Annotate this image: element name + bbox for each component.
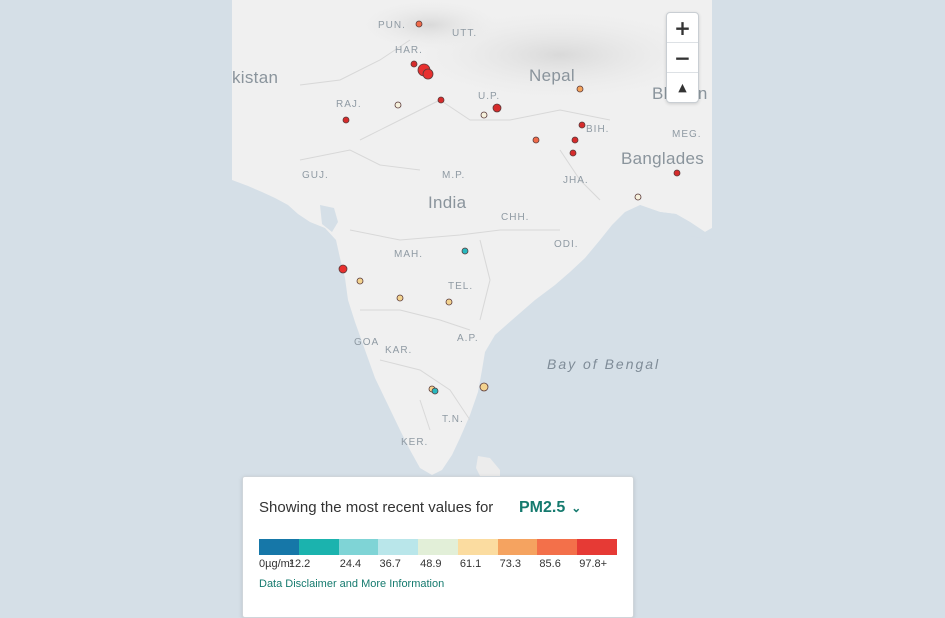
station-marker[interactable] <box>576 85 584 93</box>
legend-scale-label: 0µg/m³ <box>259 558 294 570</box>
legend-swatch <box>338 539 379 555</box>
legend-scale-label: 61.1 <box>459 558 482 570</box>
station-marker[interactable] <box>571 136 579 144</box>
label-odisha: ODI. <box>554 239 579 250</box>
bay-head <box>640 205 712 240</box>
label-tamil-nadu: T.N. <box>442 414 464 425</box>
station-marker[interactable] <box>338 264 348 274</box>
label-bay-of-bengal: Bay of Bengal <box>547 356 661 372</box>
legend-scale-label: 48.9 <box>420 558 442 570</box>
legend-color-bar <box>259 539 618 555</box>
label-uttarakhand: UTT. <box>452 28 478 39</box>
label-goa: GOA <box>354 337 380 348</box>
station-markers <box>338 20 681 395</box>
label-madhya-pradesh: M.P. <box>442 170 466 181</box>
station-marker[interactable] <box>422 68 434 80</box>
label-telangana: TEL. <box>448 281 474 292</box>
parameter-value: PM2.5 <box>519 499 566 516</box>
label-jharkhand: JHA. <box>563 175 589 186</box>
land-north <box>232 0 712 475</box>
label-haryana: HAR. <box>395 45 423 56</box>
label-bangladesh: Banglades <box>621 149 705 168</box>
compass-icon: ▲ <box>678 81 687 94</box>
station-marker[interactable] <box>634 193 642 201</box>
legend-swatch <box>457 539 498 555</box>
station-marker[interactable] <box>394 101 402 109</box>
label-meghalaya: MEG. <box>672 129 702 140</box>
station-marker[interactable] <box>569 149 577 157</box>
legend-swatch <box>378 539 419 555</box>
legend-scale-label: 73.3 <box>499 558 522 570</box>
station-marker[interactable] <box>480 111 488 119</box>
land-kathiawar <box>262 165 332 202</box>
station-marker[interactable] <box>437 96 445 104</box>
map-tile-area <box>232 0 712 480</box>
gulf-notch <box>320 205 338 232</box>
label-maharashtra: MAH. <box>394 249 423 260</box>
state-borders <box>299 39 611 431</box>
label-uttar-pradesh: U.P. <box>478 91 501 102</box>
station-marker[interactable] <box>431 387 439 395</box>
legend-swatch <box>537 539 578 555</box>
station-marker[interactable] <box>673 169 681 177</box>
station-marker[interactable] <box>445 298 453 306</box>
legend-swatch <box>497 539 538 555</box>
station-marker[interactable] <box>410 60 418 68</box>
legend-scale-label: 36.7 <box>379 558 401 570</box>
station-marker[interactable] <box>578 121 586 129</box>
legend-swatch <box>577 539 618 555</box>
station-marker[interactable] <box>532 136 540 144</box>
label-chhattisgarh: CHH. <box>501 212 530 223</box>
legend-swatch <box>298 539 339 555</box>
legend-heading: Showing the most recent values for <box>259 499 494 516</box>
legend-scale-label: 97.8+ <box>579 558 608 570</box>
station-marker[interactable] <box>396 294 404 302</box>
station-marker[interactable] <box>415 20 423 28</box>
label-bihar: BIH. <box>586 124 610 135</box>
label-karnataka: KAR. <box>385 345 413 356</box>
label-kerala: KER. <box>401 437 429 448</box>
station-marker[interactable] <box>461 247 469 255</box>
station-marker[interactable] <box>356 277 364 285</box>
legend-scale-label: 85.6 <box>539 558 561 570</box>
station-marker[interactable] <box>492 103 502 113</box>
station-marker[interactable] <box>479 382 489 392</box>
zoom-in-button[interactable]: + <box>667 13 698 43</box>
compass-reset-button[interactable]: ▲ <box>667 73 698 102</box>
legend-scale-label: 12.2 <box>288 558 311 570</box>
legend-swatch <box>259 539 299 555</box>
parameter-select[interactable]: PM2.5 ⌄ <box>519 499 581 517</box>
zoom-controls: + − ▲ <box>666 12 699 103</box>
label-andhra-pradesh: A.P. <box>457 333 479 344</box>
land-sri-lanka <box>476 456 500 480</box>
label-india: India <box>428 193 467 212</box>
zoom-out-button[interactable]: − <box>667 43 698 73</box>
data-disclaimer-link[interactable]: Data Disclaimer and More Information <box>259 578 445 590</box>
legend-panel: Showing the most recent values for PM2.5… <box>242 476 634 618</box>
label-gujarat: GUJ. <box>302 170 329 181</box>
station-marker[interactable] <box>342 116 350 124</box>
label-pakistan: kistan <box>232 68 279 87</box>
label-punjab: PUN. <box>378 20 406 31</box>
legend-scale-labels: 0µg/m³ 12.2 24.4 36.7 48.9 61.1 73.3 85.6 97.8+ <box>259 558 619 572</box>
chevron-down-icon: ⌄ <box>571 501 582 515</box>
legend-scale-label: 24.4 <box>339 558 362 570</box>
label-rajasthan: RAJ. <box>336 99 362 110</box>
legend-swatch <box>418 539 458 555</box>
label-nepal: Nepal <box>529 66 575 85</box>
